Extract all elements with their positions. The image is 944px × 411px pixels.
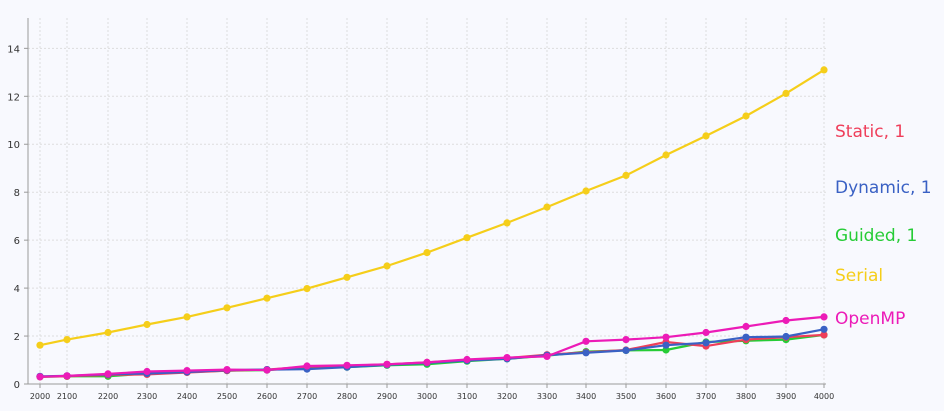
data-point-openmp [742, 322, 750, 331]
data-point-openmp [223, 366, 231, 374]
data-point-openmp [503, 354, 511, 362]
series-openmp [36, 313, 828, 381]
x-tick-label: 2300 [137, 392, 157, 401]
data-point-openmp [303, 362, 311, 370]
series [36, 66, 828, 381]
data-point-serial [36, 341, 44, 349]
data-point-static-1 [820, 331, 828, 339]
legend-item-openmp: OpenMP [835, 309, 905, 329]
data-point-openmp [263, 366, 271, 374]
data-point-serial [782, 89, 790, 97]
x-tick-label: 3800 [736, 392, 756, 401]
series-serial [36, 66, 828, 349]
data-point-openmp [104, 370, 112, 378]
data-point-serial [702, 132, 710, 140]
data-point-openmp [702, 328, 710, 337]
x-tick-label: 3700 [696, 392, 716, 401]
data-point-openmp [63, 372, 71, 380]
x-tick-label: 2000 [30, 392, 50, 401]
data-point-dynamic-1 [622, 346, 630, 354]
data-point-openmp [383, 360, 391, 368]
data-point-serial [183, 313, 191, 321]
x-tick-label: 3400 [576, 392, 596, 401]
data-point-openmp [622, 336, 630, 344]
x-tick-label: 3300 [537, 392, 557, 401]
data-point-serial [662, 151, 670, 159]
y-tick-label: 8 [14, 188, 20, 199]
data-point-serial [104, 328, 112, 337]
y-tick-label: 10 [7, 140, 20, 151]
legend-item-dynamic-1: Dynamic, 1 [835, 178, 932, 198]
data-point-openmp [183, 367, 191, 375]
legend-item-static-1: Static, 1 [835, 122, 905, 142]
data-point-openmp [582, 337, 590, 345]
data-point-dynamic-1 [662, 341, 670, 349]
data-point-openmp [782, 316, 790, 325]
data-point-serial [63, 336, 71, 344]
y-tick-label: 2 [14, 332, 20, 343]
x-tick-label: 2200 [98, 392, 118, 401]
data-point-serial [223, 304, 231, 312]
data-point-serial [263, 294, 271, 302]
x-tick-label: 2100 [57, 392, 77, 401]
data-point-serial [742, 112, 750, 120]
data-point-serial [582, 187, 590, 195]
x-tick-label: 2800 [337, 392, 357, 401]
data-point-serial [303, 285, 311, 293]
data-point-openmp [463, 355, 471, 364]
data-point-dynamic-1 [782, 332, 790, 341]
data-point-serial [383, 262, 391, 270]
x-tick-label: 4000 [814, 392, 834, 401]
data-point-openmp [343, 361, 351, 369]
legend-item-serial: Serial [835, 266, 883, 286]
x-tick-label: 3200 [497, 392, 517, 401]
data-point-dynamic-1 [742, 333, 750, 341]
data-point-serial [463, 234, 471, 242]
x-tick-label: 2600 [257, 392, 277, 401]
data-point-dynamic-1 [702, 339, 710, 347]
tick-labels: 2000 2100 2200 2300 2400 2500 2600 2700 2800 2900… [7, 44, 834, 401]
y-tick-label: 14 [7, 44, 20, 55]
y-tick-label: 6 [14, 236, 20, 247]
data-point-openmp [662, 333, 670, 341]
legend: Static, 1 Dynamic, 1 Guided, 1 Serial OpenMP [835, 122, 932, 329]
data-point-serial [503, 219, 511, 227]
x-tick-label: 2500 [217, 392, 237, 401]
x-tick-label: 2900 [377, 392, 397, 401]
data-point-dynamic-1 [582, 349, 590, 357]
y-tick-label: 12 [7, 92, 20, 103]
x-tick-label: 3900 [776, 392, 796, 401]
data-point-openmp [543, 352, 551, 360]
x-tick-label: 3100 [457, 392, 477, 401]
x-tick-label: 3500 [616, 392, 636, 401]
data-point-serial [343, 273, 351, 281]
data-point-openmp [36, 373, 44, 381]
x-tick-label: 3600 [656, 392, 676, 401]
data-point-serial [423, 249, 431, 257]
data-point-serial [622, 171, 630, 179]
data-point-serial [543, 203, 551, 211]
data-point-openmp [143, 367, 151, 376]
y-tick-label: 4 [14, 284, 20, 295]
y-tick-label: 0 [14, 380, 20, 391]
x-tick-label: 3000 [417, 392, 437, 401]
data-point-openmp [423, 358, 431, 366]
legend-item-guided-1: Guided, 1 [835, 226, 917, 246]
x-tick-label: 2700 [297, 392, 317, 401]
data-point-serial [143, 320, 151, 329]
data-point-serial [820, 66, 828, 74]
data-point-openmp [820, 313, 828, 321]
data-point-dynamic-1 [820, 325, 828, 333]
x-tick-label: 2400 [177, 392, 197, 401]
